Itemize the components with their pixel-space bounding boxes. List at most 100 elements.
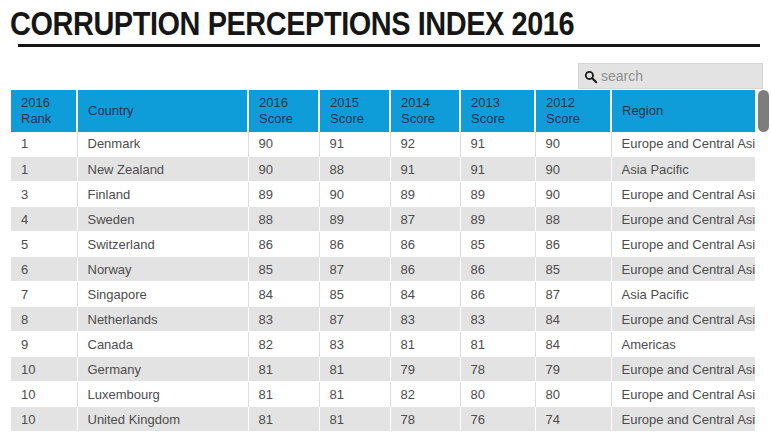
cpi-table: 2016 RankCountry2016 Score2015 Score2014… [11,90,755,433]
table-cell: 74 [535,407,611,432]
table-body: 1Denmark9091929190Europe and Central Asi… [11,132,755,432]
table-cell: 81 [319,382,390,407]
table-cell: 80 [535,382,611,407]
table-cell: 85 [535,257,611,282]
table-cell: Denmark [77,132,248,157]
table-cell: 89 [390,182,460,207]
table-cell: Europe and Central Asia [611,132,755,157]
vertical-scrollbar-track[interactable] [758,90,770,432]
table-cell: Europe and Central Asia [611,382,755,407]
table-cell: 6 [11,257,77,282]
table-cell: Europe and Central Asia [611,182,755,207]
table-row: 10United Kingdom8181787674Europe and Cen… [11,407,755,432]
table-row: 4Sweden8889878988Europe and Central Asia [11,207,755,232]
table-cell: Asia Pacific [611,157,755,182]
table-cell: 9 [11,332,77,357]
table-cell: 85 [248,257,319,282]
table-row: 9Canada8283818184Americas [11,332,755,357]
table-cell: 81 [390,332,460,357]
table-cell: Canada [77,332,248,357]
table-cell: 81 [248,357,319,382]
table-cell: 10 [11,382,77,407]
table-cell: 7 [11,282,77,307]
table-cell: 1 [11,132,77,157]
table-container: 2016 RankCountry2016 Score2015 Score2014… [11,90,771,433]
table-row: 1Denmark9091929190Europe and Central Asi… [11,132,755,157]
table-cell: 81 [319,357,390,382]
table-cell: 8 [11,307,77,332]
title-block: CORRUPTION PERCEPTIONS INDEX 2016 [0,0,771,47]
table-cell: 86 [460,257,535,282]
table-cell: 89 [460,207,535,232]
table-cell: Europe and Central Asia [611,407,755,432]
column-header[interactable]: 2014 Score [390,90,460,132]
table-cell: 5 [11,232,77,257]
table-cell: New Zealand [77,157,248,182]
table-cell: 90 [248,132,319,157]
table-row: 8Netherlands8387838384Europe and Central… [11,307,755,332]
table-cell: 84 [535,307,611,332]
table-cell: 90 [248,157,319,182]
column-header[interactable]: 2016 Score [248,90,319,132]
table-cell: Switzerland [77,232,248,257]
table-cell: 3 [11,182,77,207]
table-cell: 86 [390,232,460,257]
table-cell: 81 [248,382,319,407]
table-cell: 10 [11,407,77,432]
table-cell: 1 [11,157,77,182]
table-cell: 83 [390,307,460,332]
table-row: 10Luxembourg8181828080Europe and Central… [11,382,755,407]
table-cell: 86 [535,232,611,257]
table-cell: 85 [319,282,390,307]
table-cell: 79 [390,357,460,382]
table-cell: 83 [248,307,319,332]
table-row: 6Norway8587868685Europe and Central Asia [11,257,755,282]
table-cell: 84 [248,282,319,307]
table-cell: Luxembourg [77,382,248,407]
table-row: 3Finland8990898990Europe and Central Asi… [11,182,755,207]
table-cell: 90 [535,132,611,157]
table-cell: 90 [535,157,611,182]
search-box[interactable] [578,63,763,89]
page: CORRUPTION PERCEPTIONS INDEX 2016 2016 R… [0,0,771,436]
title-underline [18,44,760,47]
search-input[interactable] [579,64,762,88]
table-cell: 86 [460,282,535,307]
table-cell: 81 [460,332,535,357]
table-row: 5Switzerland8686868586Europe and Central… [11,232,755,257]
table-cell: 83 [319,332,390,357]
column-header[interactable]: 2016 Rank [11,90,77,132]
toolbar [0,63,771,89]
table-cell: 88 [248,207,319,232]
table-cell: 76 [460,407,535,432]
table-cell: Sweden [77,207,248,232]
table-cell: 81 [319,407,390,432]
column-header[interactable]: 2012 Score [535,90,611,132]
table-cell: 4 [11,207,77,232]
table-cell: 86 [248,232,319,257]
column-header[interactable]: Country [77,90,248,132]
table-cell: 90 [319,182,390,207]
table-cell: 88 [319,157,390,182]
search-icon [584,70,598,84]
table-cell: 87 [319,307,390,332]
table-cell: 87 [535,282,611,307]
table-cell: 89 [460,182,535,207]
table-cell: 91 [390,157,460,182]
column-header[interactable]: 2013 Score [460,90,535,132]
table-cell: 87 [319,257,390,282]
table-cell: Germany [77,357,248,382]
table-cell: United Kingdom [77,407,248,432]
table-cell: Europe and Central Asia [611,357,755,382]
vertical-scrollbar-thumb[interactable] [758,90,769,132]
column-header[interactable]: 2015 Score [319,90,390,132]
column-header[interactable]: Region [611,90,755,132]
table-cell: 79 [535,357,611,382]
table-cell: 82 [248,332,319,357]
table-cell: Asia Pacific [611,282,755,307]
table-cell: 92 [390,132,460,157]
table-cell: 88 [535,207,611,232]
table-cell: Singapore [77,282,248,307]
table-cell: Europe and Central Asia [611,307,755,332]
table-cell: 89 [319,207,390,232]
